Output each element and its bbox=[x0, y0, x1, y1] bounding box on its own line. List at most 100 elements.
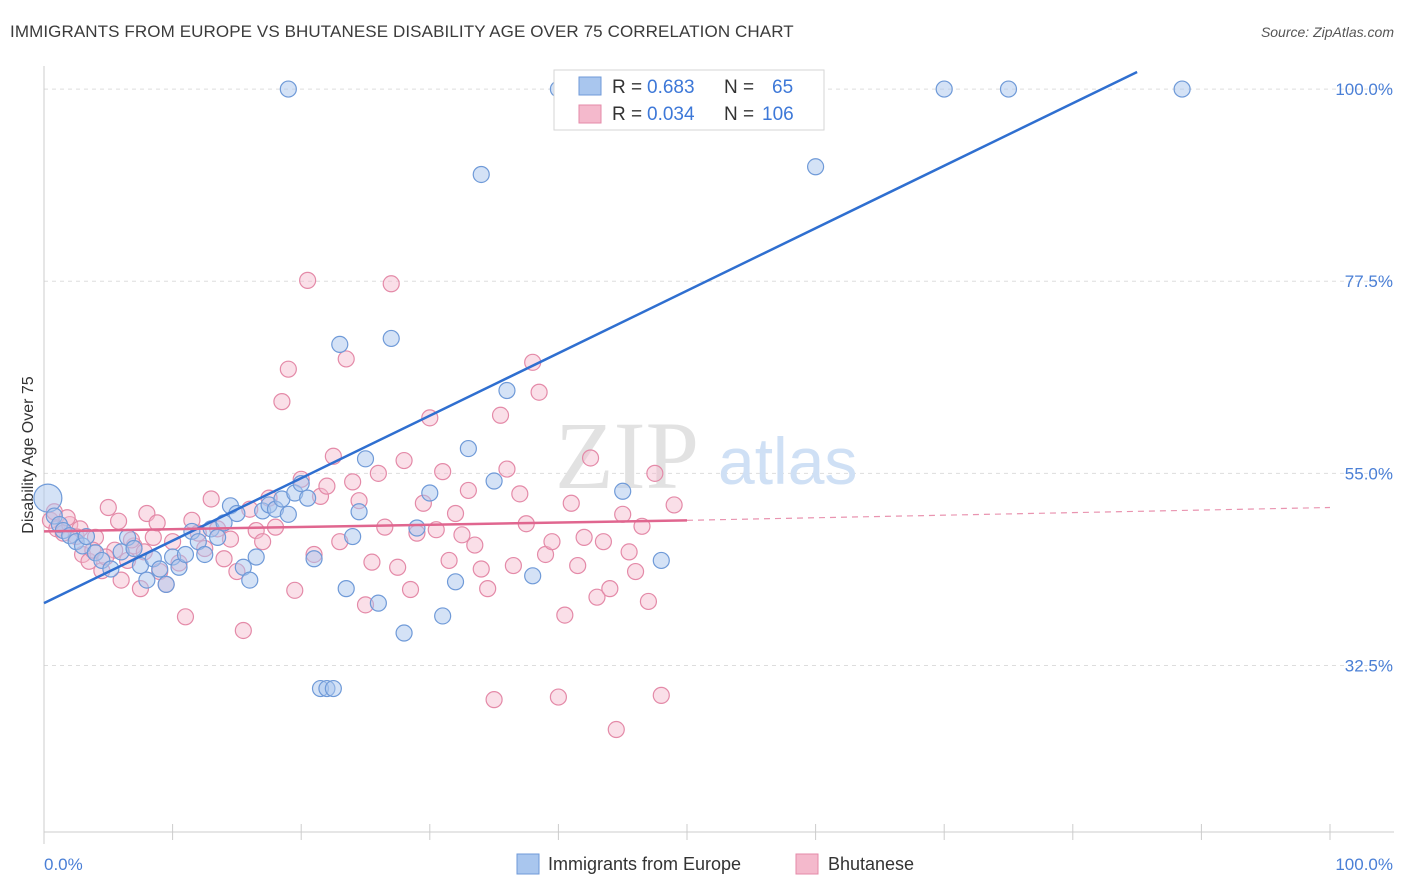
chart-source: Source: ZipAtlas.com bbox=[1260, 24, 1394, 40]
legend-swatch-europe bbox=[578, 76, 602, 96]
bhutanese-point-43 bbox=[318, 477, 336, 495]
europe-point-49 bbox=[356, 450, 375, 468]
bhutanese-point-25 bbox=[202, 490, 220, 508]
europe-point-64 bbox=[806, 158, 825, 176]
correlation-legend: R = 0.683 N = 65 R = 0.034 N = 106 bbox=[553, 69, 825, 131]
y-tick-label-3: 32.5% bbox=[1345, 656, 1393, 675]
axes bbox=[43, 66, 1394, 844]
bhutanese-point-40 bbox=[299, 271, 317, 289]
y-tick-label-1: 77.5% bbox=[1345, 272, 1393, 291]
europe-point-32 bbox=[247, 548, 265, 566]
europe-point-13 bbox=[125, 539, 143, 558]
europe-point-60 bbox=[498, 381, 516, 400]
europe-point-48 bbox=[350, 503, 368, 521]
europe-point-56 bbox=[446, 573, 465, 591]
europe-point-67 bbox=[1173, 80, 1191, 98]
bhutanese-point-69 bbox=[485, 691, 503, 709]
bhutanese-point-96 bbox=[665, 496, 683, 514]
bhutanese-point-16 bbox=[144, 528, 162, 546]
legend-r-value-bhutanese: 0.034 bbox=[647, 104, 695, 125]
bhutanese-point-47 bbox=[344, 473, 362, 491]
bhutanese-point-37 bbox=[279, 360, 297, 378]
europe-point-51 bbox=[382, 329, 400, 348]
legend-r-label-europe: R = bbox=[612, 77, 642, 98]
europe-point-17 bbox=[151, 560, 169, 578]
europe-point-58 bbox=[472, 165, 490, 184]
y-axis-title: Disability Age Over 75 bbox=[20, 376, 37, 534]
europe-point-62 bbox=[614, 482, 632, 500]
bhutanese-point-94 bbox=[646, 464, 664, 482]
legend-r-value-europe: 0.683 bbox=[647, 77, 695, 98]
bhutanese-point-83 bbox=[575, 528, 593, 546]
bhutanese-point-90 bbox=[620, 543, 638, 561]
europe-point-59 bbox=[485, 472, 503, 490]
bhutanese-point-56 bbox=[401, 580, 420, 599]
bhutanese-point-11 bbox=[112, 571, 130, 589]
europe-point-18 bbox=[157, 575, 175, 593]
bhutanese-point-86 bbox=[594, 533, 613, 551]
x-tick-label-1: 100.0% bbox=[1335, 855, 1393, 874]
europe-point-40 bbox=[299, 489, 317, 507]
watermark: ZIP atlas bbox=[555, 402, 857, 509]
bhutanese-point-36 bbox=[273, 393, 291, 411]
bhutanese-point-46 bbox=[337, 350, 355, 368]
bottom-legend-swatch-europe bbox=[516, 853, 540, 875]
bottom-legend-label-bhutanese: Bhutanese bbox=[828, 854, 914, 874]
europe-point-15 bbox=[138, 571, 156, 589]
europe-point-63 bbox=[652, 551, 670, 570]
bhutanese-point-9 bbox=[99, 498, 117, 517]
bhutanese-point-93 bbox=[639, 592, 658, 611]
trend-line-bhutanese-extension bbox=[686, 506, 1331, 521]
bhutanese-point-71 bbox=[498, 460, 516, 478]
bhutanese-point-66 bbox=[466, 536, 484, 554]
europe-point-54 bbox=[421, 484, 439, 502]
europe-point-50 bbox=[369, 594, 387, 612]
bhutanese-point-88 bbox=[607, 720, 625, 739]
europe-point-24 bbox=[196, 545, 214, 564]
bhutanese-point-80 bbox=[556, 606, 574, 624]
europe-point-68 bbox=[279, 80, 297, 98]
europe-point-53 bbox=[408, 519, 426, 537]
bhutanese-point-85 bbox=[588, 588, 606, 606]
europe-point-31 bbox=[241, 571, 259, 589]
x-tick-labels: 0.0% 100.0% bbox=[44, 855, 1393, 874]
europe-point-41 bbox=[305, 550, 323, 568]
bhutanese-point-79 bbox=[549, 688, 568, 706]
legend-n-label-europe: N = bbox=[724, 77, 754, 98]
europe-point-52 bbox=[395, 624, 413, 642]
bhutanese-point-67 bbox=[472, 560, 490, 578]
bhutanese-point-91 bbox=[626, 562, 645, 581]
bhutanese-point-87 bbox=[601, 580, 619, 598]
x-tick-label-0: 0.0% bbox=[44, 855, 83, 874]
bhutanese-point-63 bbox=[446, 504, 465, 523]
legend-n-label-bhutanese: N = bbox=[724, 104, 754, 125]
trend-lines bbox=[43, 70, 1331, 605]
bhutanese-point-52 bbox=[376, 518, 394, 536]
europe-point-57 bbox=[459, 439, 477, 458]
series-europe-points bbox=[33, 80, 1191, 698]
bhutanese-point-89 bbox=[614, 505, 632, 523]
europe-point-55 bbox=[434, 607, 452, 625]
legend-r-label-bhutanese: R = bbox=[612, 104, 642, 125]
bhutanese-point-68 bbox=[479, 580, 497, 598]
europe-point-45 bbox=[331, 335, 349, 354]
chart-title: IMMIGRANTS FROM EUROPE VS BHUTANESE DISA… bbox=[10, 22, 794, 41]
bottom-legend-swatch-bhutanese bbox=[795, 853, 819, 875]
europe-point-0 bbox=[33, 483, 63, 513]
bhutanese-point-105 bbox=[148, 514, 166, 532]
legend-swatch-bhutanese bbox=[578, 104, 602, 124]
bhutanese-point-78 bbox=[543, 533, 561, 551]
bhutanese-point-72 bbox=[504, 556, 522, 575]
bhutanese-point-73 bbox=[511, 485, 529, 503]
bhutanese-point-27 bbox=[215, 550, 233, 568]
bhutanese-point-84 bbox=[581, 449, 600, 467]
y-tick-labels: 100.0% 77.5% 55.0% 32.5% bbox=[1335, 80, 1393, 675]
y-tick-label-2: 55.0% bbox=[1345, 464, 1393, 483]
bhutanese-point-50 bbox=[363, 553, 381, 571]
europe-point-26 bbox=[209, 528, 227, 546]
bhutanese-point-82 bbox=[569, 556, 587, 575]
trend-line-europe bbox=[43, 70, 1138, 605]
bhutanese-point-55 bbox=[395, 451, 413, 470]
bhutanese-point-64 bbox=[453, 526, 471, 544]
